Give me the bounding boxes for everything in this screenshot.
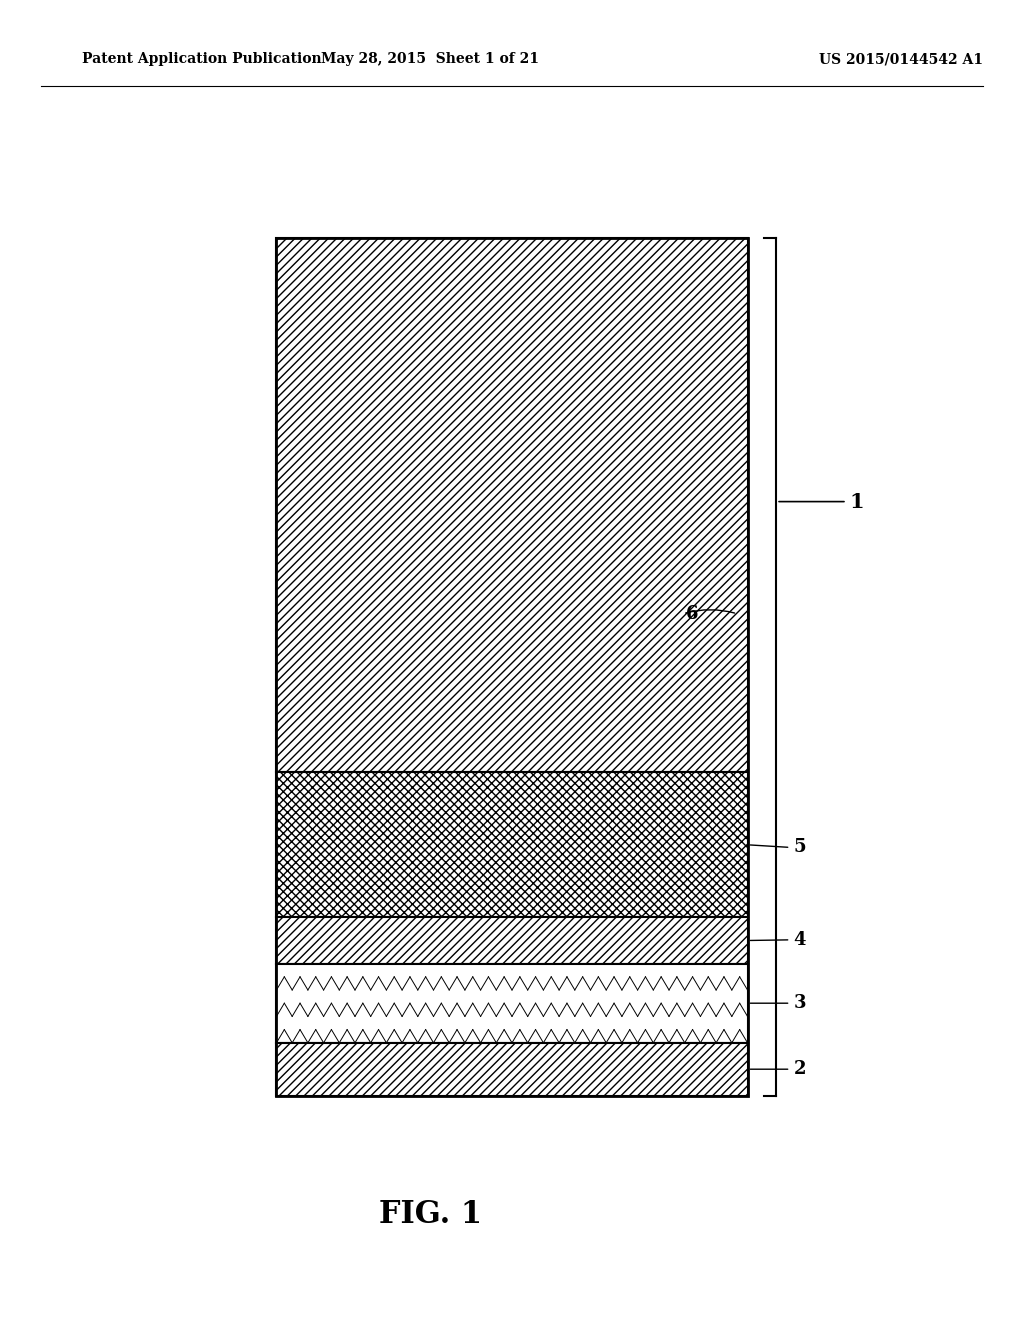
Text: 2: 2 — [794, 1060, 806, 1078]
Text: 3: 3 — [794, 994, 806, 1012]
Bar — [276, 964, 748, 1043]
Text: 1: 1 — [850, 491, 864, 512]
Text: Patent Application Publication: Patent Application Publication — [82, 53, 322, 66]
Bar — [276, 917, 748, 964]
Text: 5: 5 — [794, 838, 806, 857]
Text: 6: 6 — [686, 605, 698, 623]
Bar — [276, 238, 748, 1096]
Text: FIG. 1: FIG. 1 — [379, 1199, 481, 1230]
Text: May 28, 2015  Sheet 1 of 21: May 28, 2015 Sheet 1 of 21 — [322, 53, 539, 66]
Text: US 2015/0144542 A1: US 2015/0144542 A1 — [819, 53, 983, 66]
Bar — [276, 1043, 748, 1096]
Bar — [276, 772, 748, 917]
Bar — [276, 238, 748, 772]
Text: 4: 4 — [794, 931, 806, 949]
